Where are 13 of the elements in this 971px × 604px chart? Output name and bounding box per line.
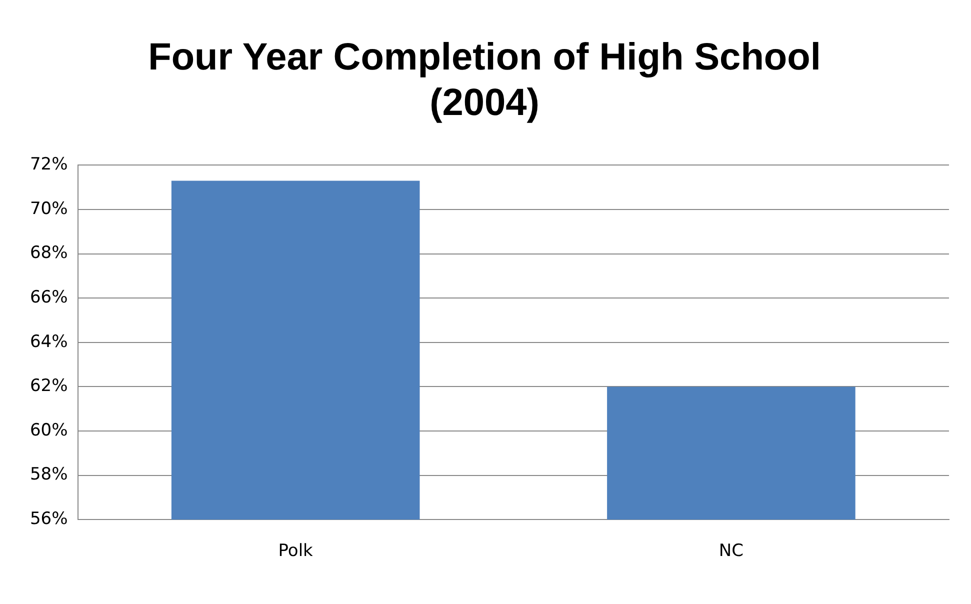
text: (2004) xyxy=(430,82,540,124)
y-tick-label: 62% xyxy=(30,376,68,396)
y-tick-label: 60% xyxy=(30,420,68,440)
x-tick-label: NC xyxy=(718,541,744,562)
y-tick-label: 70% xyxy=(30,198,68,219)
y-tick-label: 66% xyxy=(30,288,68,308)
x-tick-label: Polk xyxy=(278,541,314,562)
y-tick-label: 72% xyxy=(30,154,68,175)
y-tick-label: 64% xyxy=(30,332,68,352)
y-tick-label: 56% xyxy=(30,509,68,530)
text: Four Year Completion of High School xyxy=(148,36,821,78)
y-tick-label: 58% xyxy=(30,464,68,485)
y-tick-label: 68% xyxy=(30,243,68,264)
